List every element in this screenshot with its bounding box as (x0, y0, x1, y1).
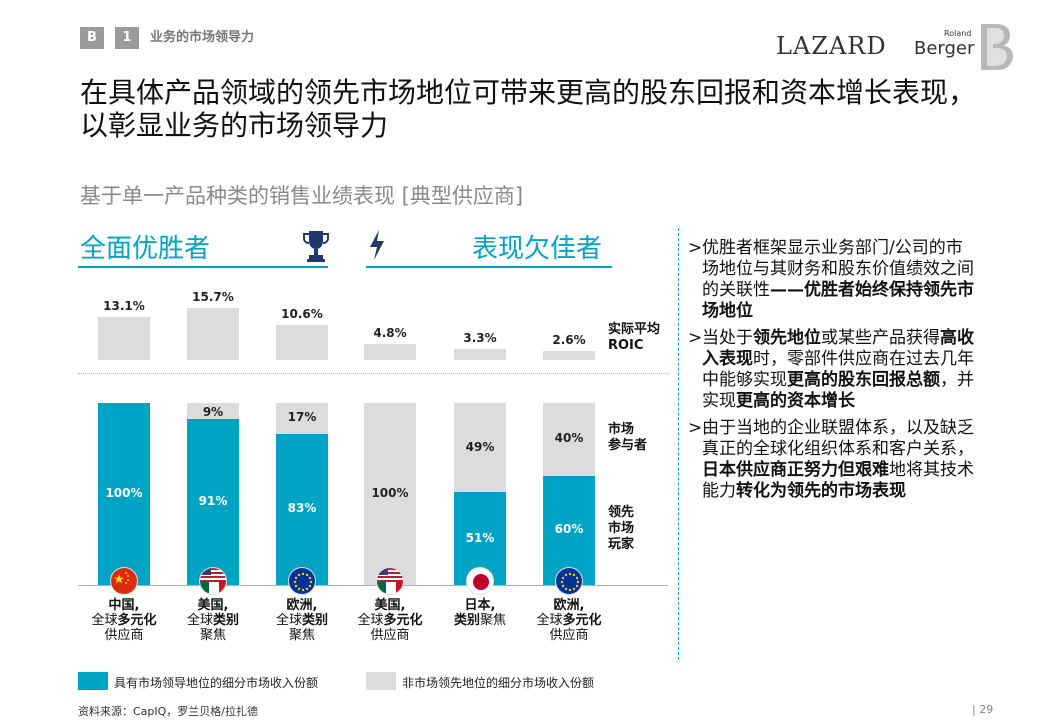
row-label-leaders-line2: 市场 (608, 521, 635, 536)
nonleader-share-label: 49% (465, 439, 495, 454)
chart-subtitle: 基于单一产品种类的销售业绩表现 [典型供应商] (80, 184, 524, 208)
nonleader-share-bar (454, 403, 506, 493)
chart-separator (78, 373, 668, 374)
section-badge-b: B (80, 27, 104, 49)
losers-rule (366, 266, 612, 268)
page-title: 在具体产品领域的领先市场地位可带来更高的股东回报和资本增长表现，以彰显业务的市场… (80, 76, 977, 142)
nonleader-share-label: 9% (202, 405, 224, 419)
winners-heading: 全面优胜者 (80, 234, 211, 264)
row-label-leaders: 领先 市场 玩家 (608, 505, 634, 553)
leader-share-label: 51% (465, 530, 495, 545)
roic-bar (187, 308, 239, 360)
category-label: 日本, 类别聚焦 (453, 598, 507, 628)
lightning-icon (370, 230, 384, 260)
row-label-leaders-line3: 玩家 (608, 537, 635, 552)
section-badge-number: 1 (115, 27, 139, 49)
category-label: 中国, 全球多元化 供应商 (91, 598, 157, 643)
page-number: | 29 (972, 703, 994, 716)
nonleader-share-bar (364, 403, 416, 585)
roic-value-label: 13.1% (103, 298, 145, 313)
nonleader-share-label: 40% (554, 431, 584, 446)
legend-swatch-leader (78, 672, 108, 690)
legend-label-leader: 具有市场领导地位的细分市场收入份额 (114, 676, 319, 690)
insight-3: > 由于当地的企业联盟体系，以及缺乏真正的全球化组织体系和客户关系，日本供应商正努… (688, 418, 974, 501)
category-label: 欧洲, 全球多元化 供应商 (536, 598, 602, 643)
roic-bar (364, 344, 416, 360)
berger-logo-text: Berger (914, 38, 975, 59)
winners-rule (78, 266, 328, 268)
chart-baseline (78, 585, 668, 586)
japan-flag-icon (466, 567, 494, 595)
roic-bar (276, 325, 328, 360)
insight-1: > 优胜者框架显示业务部门/公司的市场地位与其财务和股东价值绩效之间的关联性——优… (688, 238, 974, 321)
trophy-icon (303, 231, 329, 262)
page-number-value: 29 (979, 703, 994, 716)
leader-share-bar (98, 403, 150, 585)
roic-bar (98, 316, 150, 360)
insight-2: > 当处于领先地位或某些产品获得高收入表现时，零部件供应商在过去几年中能够实现更高… (688, 328, 974, 411)
roic-value-label: 3.3% (463, 331, 497, 346)
leader-share-label: 60% (554, 522, 584, 537)
leader-share-bar (276, 433, 328, 585)
usa-mexico-flag-icon (376, 567, 404, 595)
nonleader-share-bar (276, 403, 328, 434)
leader-share-bar (543, 475, 595, 585)
insight-panel: > 优胜者框架显示业务部门/公司的市场地位与其财务和股东价值绩效之间的关联性——优… (688, 238, 978, 508)
roland-berger-b-icon (981, 24, 1013, 70)
roic-value-label: 2.6% (552, 333, 586, 348)
losers-heading: 表现欠佳者 (472, 234, 603, 264)
panel-divider (678, 228, 679, 660)
nonleader-share-bar (543, 403, 595, 476)
row-label-roic-line1: 实际平均 (608, 322, 661, 337)
nonleader-share-label: 100% (371, 486, 409, 500)
legend-swatch-nonleader (366, 672, 396, 690)
roic-value-label: 4.8% (373, 326, 407, 341)
legend-label-nonleader: 非市场领先地位的细分市场收入份额 (402, 676, 595, 690)
category-label: 美国, 全球类别 聚焦 (186, 598, 240, 643)
row-label-participants: 市场 参与者 (608, 422, 647, 454)
category-label: 欧洲, 全球类别 聚焦 (275, 598, 329, 643)
lazard-logo: LAZARD (776, 32, 887, 60)
eu-flag-icon (288, 567, 316, 595)
eu-flag-icon (555, 567, 583, 595)
roic-bar (454, 349, 506, 360)
leader-share-label: 83% (287, 501, 317, 516)
category-label: 美国, 全球多元化 供应商 (357, 598, 423, 643)
nonleader-share-bar (187, 403, 239, 420)
row-label-leaders-line1: 领先 (608, 505, 635, 520)
leader-share-label: 100% (105, 486, 143, 500)
section-label: 业务的市场领导力 (150, 30, 255, 45)
row-label-roic: 实际平均 ROIC (608, 322, 660, 354)
row-label-roic-line2: ROIC (608, 338, 644, 353)
roland-logo-text: Roland (944, 29, 972, 38)
nonleader-share-label: 17% (287, 410, 317, 425)
roic-bar (543, 351, 595, 360)
source-footer: 资料来源：CapIQ，罗兰贝格/拉扎德 (78, 705, 259, 718)
roic-value-label: 10.6% (281, 307, 323, 322)
roic-value-label: 15.7% (192, 290, 234, 305)
usa-mexico-flag-icon (199, 567, 227, 595)
row-label-participants-line2: 参与者 (608, 438, 648, 453)
china-flag-icon (110, 567, 138, 595)
leader-share-bar (187, 419, 239, 585)
leader-share-label: 91% (198, 494, 228, 509)
row-label-participants-line1: 市场 (608, 422, 635, 437)
